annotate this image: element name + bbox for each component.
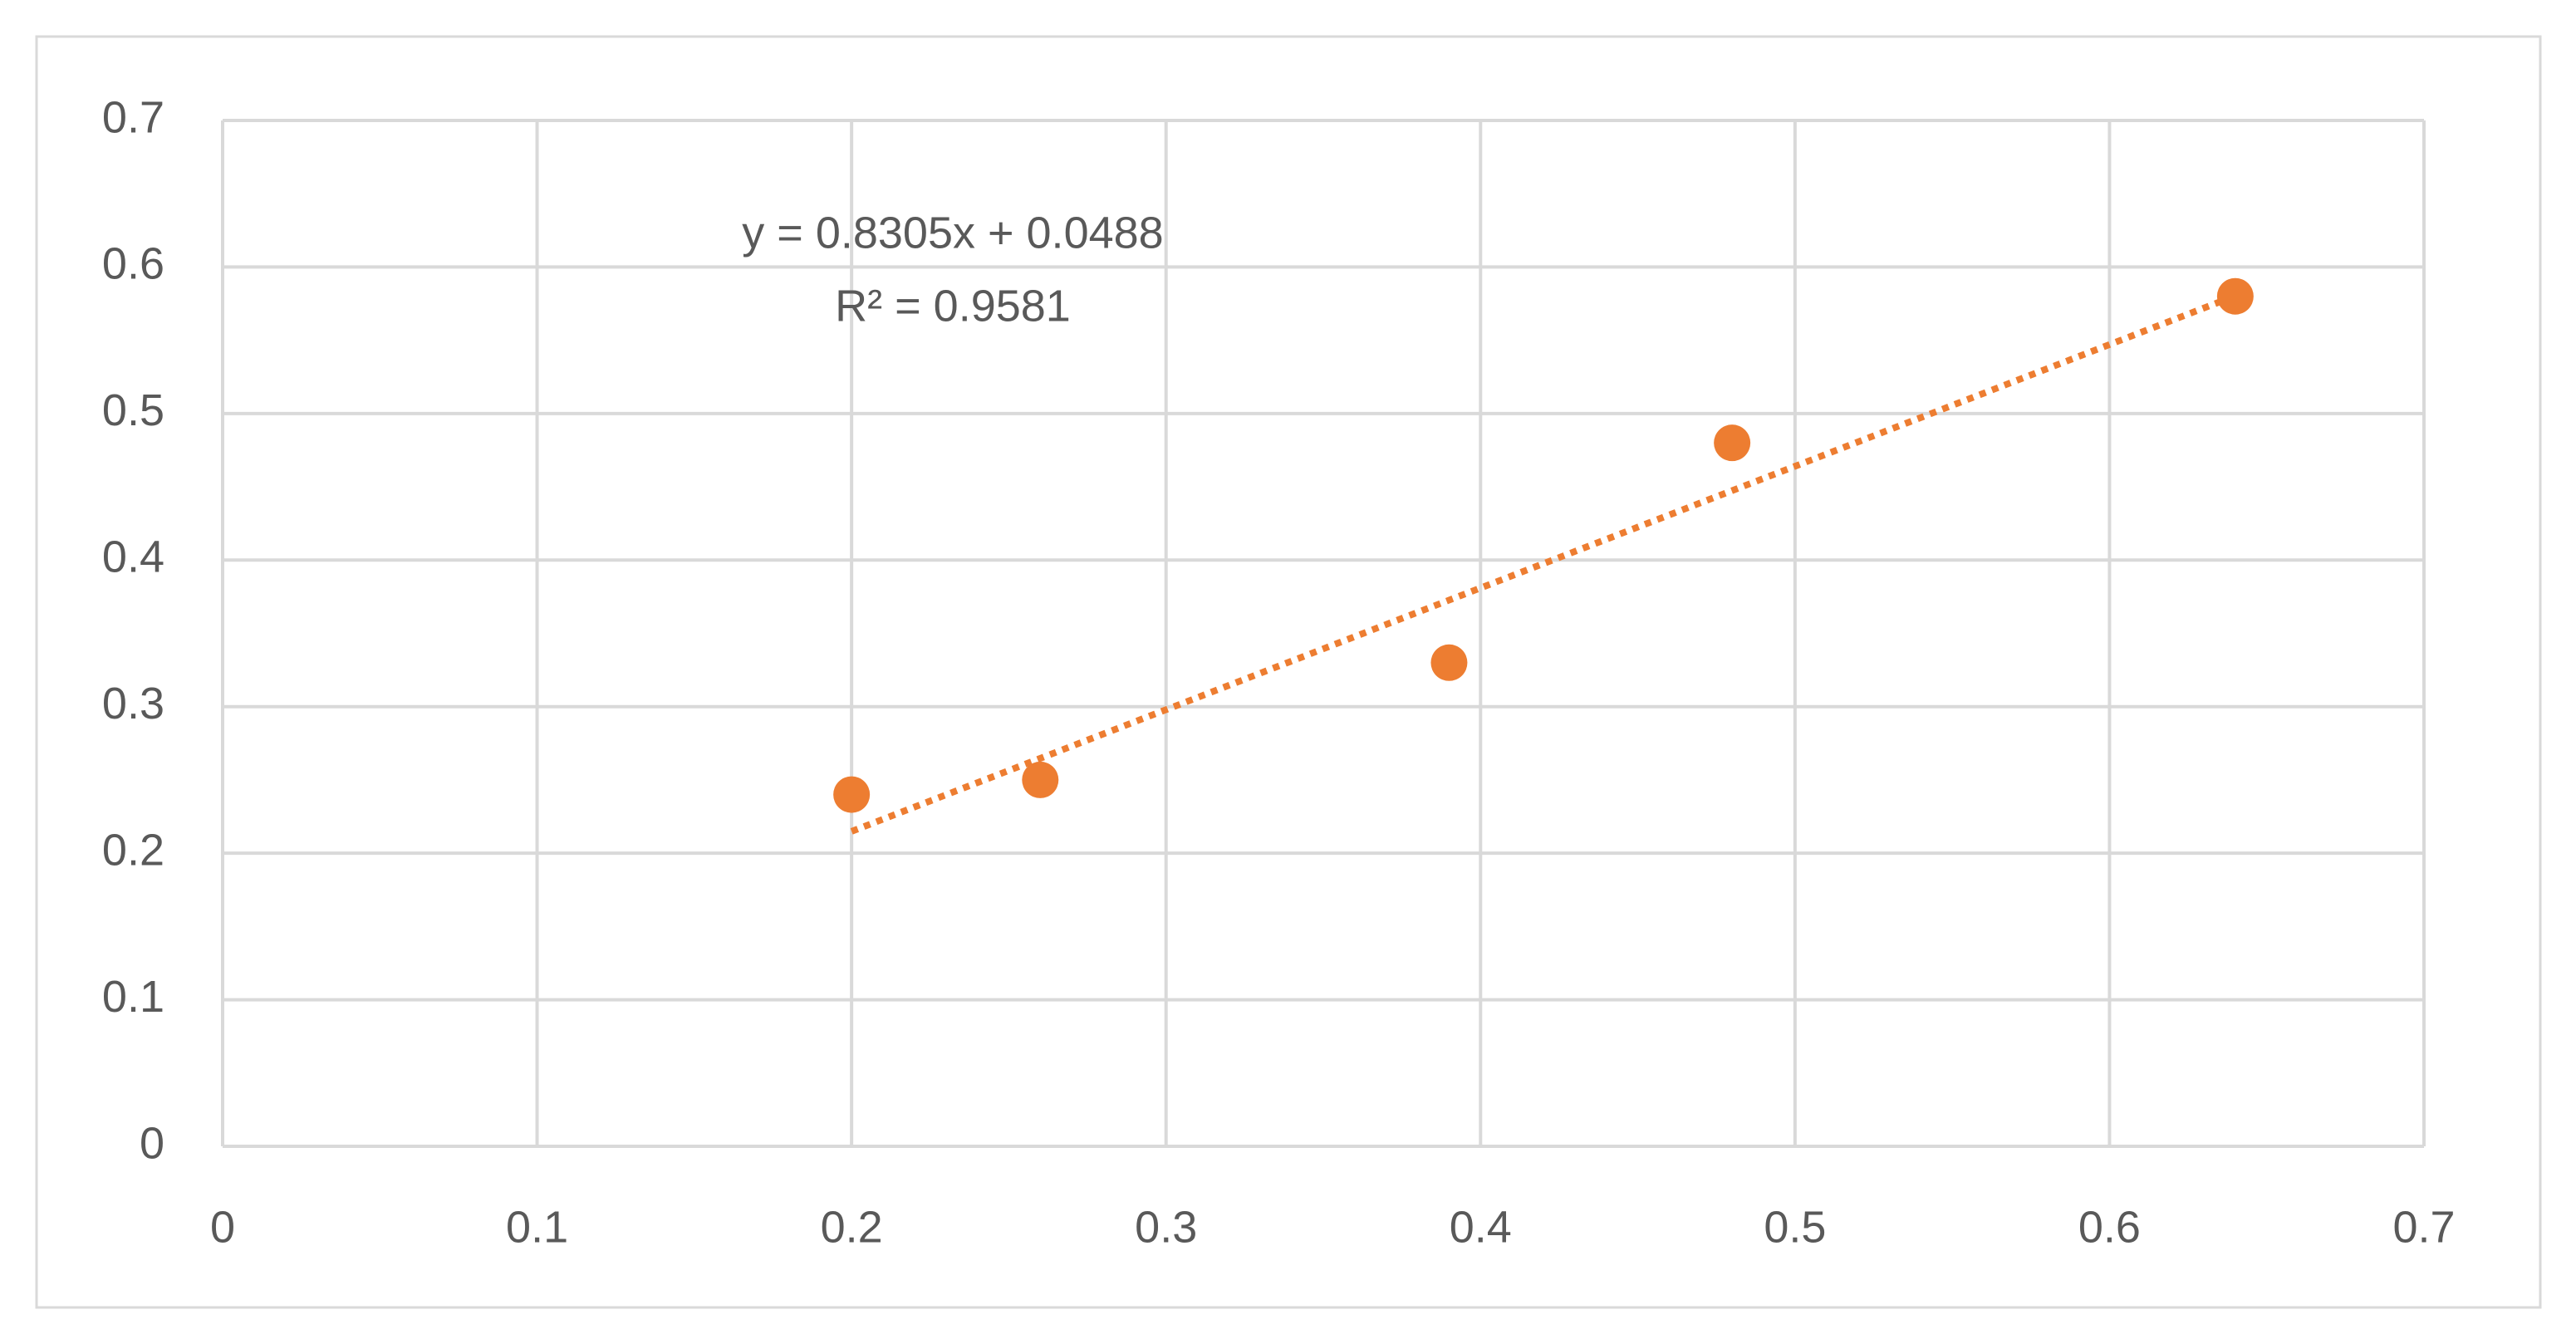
x-tick-label: 0.6 [2078,1202,2141,1252]
point [1714,424,1751,462]
y-tick-label: 0.7 [102,92,164,142]
chart-border [35,35,2542,1309]
grid [221,119,2426,1148]
trendline [850,292,2237,835]
x-tick-label: 0.7 [2392,1202,2455,1252]
y-tick-label: 0.2 [102,825,164,875]
y-tick-label: 0 [140,1118,164,1168]
x-tick-label: 0.5 [1764,1202,1826,1252]
point [1430,644,1468,681]
y-tick-label: 0.4 [102,532,164,582]
y-tick-label: 0.5 [102,385,164,435]
x-tick-label: 0.3 [1135,1202,1197,1252]
r-squared: R² = 0.9581 [835,281,1071,331]
y-tick-label: 0.3 [102,679,164,728]
x-tick-label: 0.2 [821,1202,883,1252]
x-tick-label: 0 [210,1202,235,1252]
point [833,776,871,813]
y-tick-label: 0.1 [102,972,164,1022]
x-tick-label: 0.4 [1450,1202,1512,1252]
x-tick-label: 0.1 [506,1202,568,1252]
point [1022,761,1059,798]
equation: y = 0.8305x + 0.0488 [742,208,1163,258]
plot [833,277,2254,835]
point [2216,277,2254,315]
y-tick-label: 0.6 [102,239,164,289]
